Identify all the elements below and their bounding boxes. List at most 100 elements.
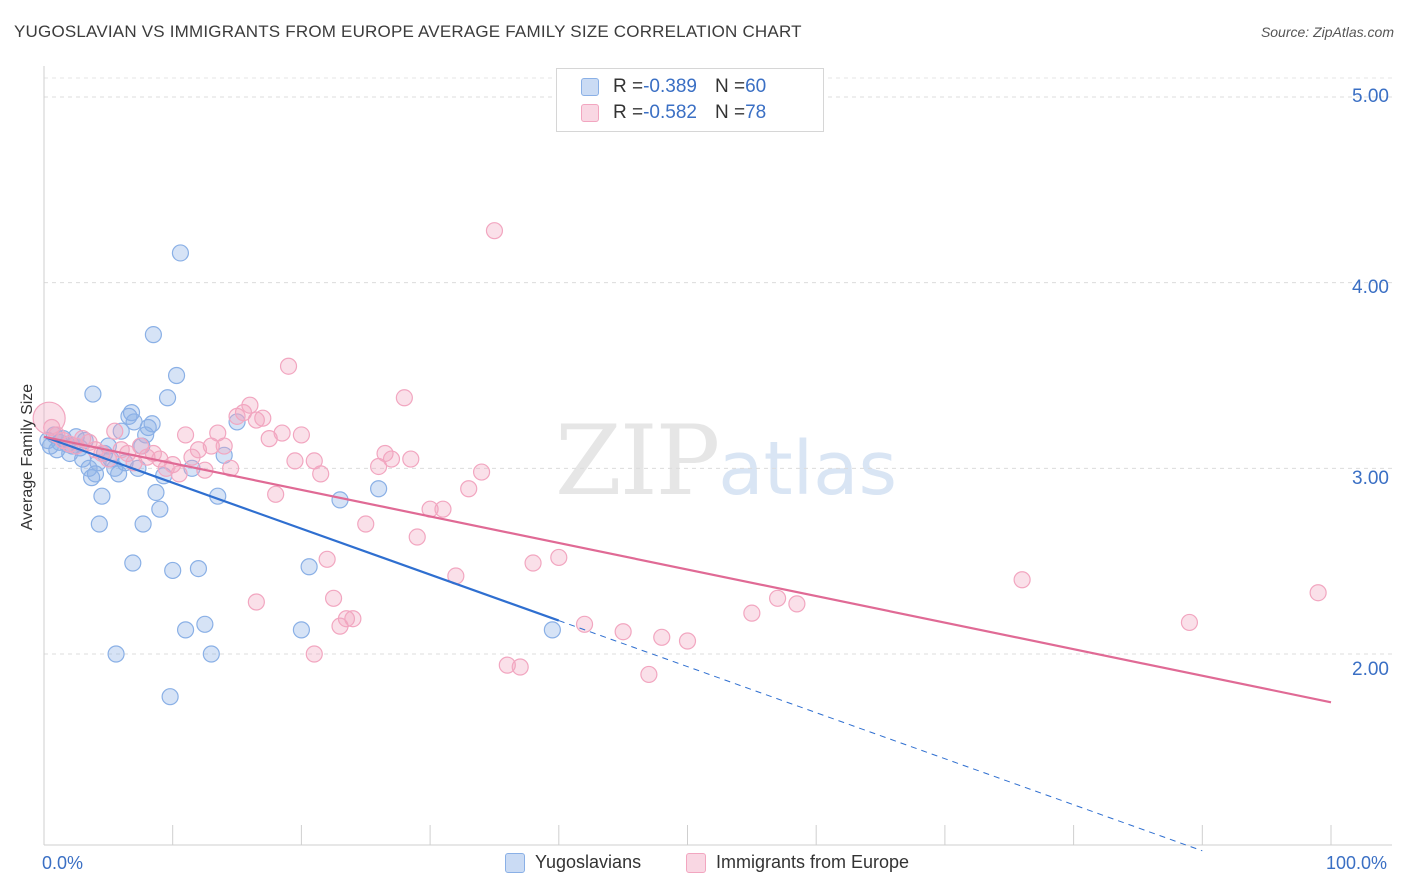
data-point xyxy=(86,465,105,483)
legend-n-label: N = xyxy=(714,102,746,123)
data-point xyxy=(254,409,272,427)
stats-legend-row-yugoslavians: R = -0.389 N = 60 xyxy=(581,74,766,100)
data-point xyxy=(640,665,658,684)
y-tick-label-3: 3.00 xyxy=(1352,468,1389,489)
data-point xyxy=(171,244,190,262)
data-point xyxy=(543,621,561,639)
y-tick-label-4: 4.00 xyxy=(1352,277,1389,298)
legend-swatch-pink xyxy=(581,104,599,122)
series-legend-label: Yugoslavians xyxy=(535,852,642,872)
data-point xyxy=(164,561,182,580)
watermark-atlas: atlas xyxy=(718,426,898,512)
stats-legend: R = -0.389 N = 60 R = -0.582 N = 78 xyxy=(556,68,824,132)
data-point xyxy=(460,480,478,498)
data-point xyxy=(550,548,568,567)
data-point xyxy=(161,688,179,706)
data-point xyxy=(498,656,516,674)
data-point xyxy=(1309,584,1327,602)
data-point xyxy=(768,589,787,607)
data-point xyxy=(267,485,285,503)
series-swatch-pink xyxy=(686,852,706,873)
y-tick-label-2: 2.00 xyxy=(1352,659,1389,680)
data-point xyxy=(124,554,142,572)
watermark: ZIPatlas xyxy=(555,405,897,517)
data-point xyxy=(511,658,529,676)
trend-line xyxy=(43,435,560,622)
data-point xyxy=(279,357,298,375)
data-point xyxy=(170,465,188,483)
data-point xyxy=(176,426,195,444)
data-point xyxy=(241,396,259,414)
data-point xyxy=(286,452,304,470)
data-point xyxy=(324,589,343,607)
data-point xyxy=(472,463,491,481)
legend-n-label: N = xyxy=(714,76,746,97)
data-point xyxy=(260,430,278,448)
data-point xyxy=(158,389,177,407)
legend-n-value: 60 xyxy=(745,76,767,97)
data-point xyxy=(395,389,413,407)
legend-r-value: -0.582 xyxy=(643,102,697,123)
data-point xyxy=(292,426,310,444)
watermark-zip: ZIP xyxy=(555,405,720,517)
series-legend-item-immigrants: Immigrants from Europe xyxy=(686,852,909,873)
x-tick-label-min: 0.0% xyxy=(42,853,84,873)
data-point xyxy=(202,645,220,663)
data-point xyxy=(337,610,356,628)
data-point xyxy=(151,500,169,518)
data-point xyxy=(300,558,318,576)
data-point xyxy=(215,437,233,455)
data-point xyxy=(1013,571,1031,589)
data-point xyxy=(312,465,330,483)
series-legend-item-yugoslavians: Yugoslavians xyxy=(505,852,641,873)
legend-swatch-blue xyxy=(581,78,599,96)
x-tick-label-max: 100.0% xyxy=(1326,853,1388,873)
source-credit: Source: ZipAtlas.com xyxy=(1260,24,1394,40)
data-point xyxy=(273,424,291,442)
data-point xyxy=(107,645,125,663)
data-point xyxy=(382,450,401,468)
data-point xyxy=(143,415,161,433)
data-point xyxy=(402,450,420,468)
data-point xyxy=(144,326,162,344)
data-point xyxy=(678,632,697,650)
data-point xyxy=(524,554,542,572)
data-point xyxy=(189,441,208,459)
data-point xyxy=(90,515,108,533)
data-point xyxy=(743,604,761,622)
legend-r-label: R = xyxy=(613,102,644,123)
legend-r-value: -0.389 xyxy=(643,76,697,97)
data-point xyxy=(318,550,336,568)
data-point xyxy=(247,593,265,611)
data-point xyxy=(434,500,452,518)
data-point xyxy=(247,411,265,429)
data-point xyxy=(112,422,130,440)
data-point xyxy=(485,222,504,240)
data-point xyxy=(614,623,632,641)
data-point xyxy=(147,483,165,502)
data-point xyxy=(93,487,111,505)
data-point xyxy=(788,595,806,613)
data-point xyxy=(167,366,186,385)
data-point xyxy=(292,621,310,639)
series-legend: Yugoslavians Immigrants from Europe xyxy=(0,852,1406,878)
data-point xyxy=(189,559,208,578)
data-point xyxy=(134,515,152,533)
data-point xyxy=(357,515,375,533)
data-point xyxy=(89,454,107,472)
trend-line-extension xyxy=(558,620,1203,852)
y-axis-label: Average Family Size xyxy=(19,383,36,531)
y-tick-label-5: 5.00 xyxy=(1352,86,1389,107)
chart-title: YUGOSLAVIAN VS IMMIGRANTS FROM EUROPE AV… xyxy=(14,22,802,41)
trend-line xyxy=(43,435,1332,704)
data-point xyxy=(408,528,426,546)
data-point xyxy=(1180,613,1199,632)
series-legend-label: Immigrants from Europe xyxy=(716,852,910,872)
legend-n-value: 78 xyxy=(745,102,767,123)
stats-legend-row-immigrants: R = -0.582 N = 78 xyxy=(581,100,766,126)
legend-r-label: R = xyxy=(613,76,644,97)
data-point xyxy=(370,480,388,498)
data-point xyxy=(196,615,214,633)
data-point xyxy=(653,628,671,646)
